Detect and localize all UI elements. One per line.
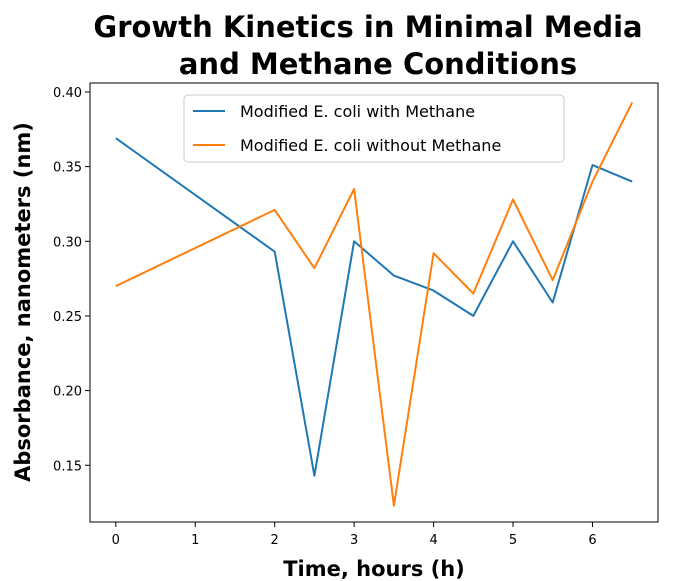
legend-label-with-methane: Modified E. coli with Methane: [240, 102, 475, 121]
series-line-without-methane: [115, 101, 634, 507]
series-layer: [115, 101, 634, 507]
y-tick-label: 0.40: [53, 86, 82, 101]
y-axis-ticks: 0.15 0.20 0.25 0.30 0.35 0.40: [53, 86, 90, 474]
x-tick-label: 0: [112, 533, 120, 548]
x-axis-label: Time, hours (h): [283, 557, 465, 581]
legend-box: [183, 94, 565, 163]
x-tick-label: 1: [191, 533, 199, 548]
legend-label-without-methane: Modified E. coli without Methane: [240, 136, 501, 155]
x-tick-label: 5: [509, 533, 517, 548]
y-tick-label: 0.35: [53, 161, 82, 176]
x-axis-ticks: 0 1 2 3 4 5 6: [112, 522, 597, 548]
x-tick-label: 2: [271, 533, 279, 548]
series-line-with-methane: [115, 137, 633, 477]
chart-title-line-1: Growth Kinetics in Minimal Media: [93, 10, 642, 44]
y-tick-label: 0.25: [53, 310, 82, 325]
x-tick-label: 6: [588, 533, 596, 548]
y-tick-label: 0.30: [53, 235, 82, 250]
plot-frame: [89, 82, 659, 523]
chart-title-line-2: and Methane Conditions: [179, 47, 577, 81]
y-axis-label: Absorbance, nanometers (nm): [11, 122, 35, 482]
chart-title: Growth Kinetics in Minimal Media and Met…: [93, 10, 642, 81]
x-tick-label: 4: [429, 533, 437, 548]
legend: Modified E. coli with Methane Modified E…: [183, 94, 565, 163]
y-tick-label: 0.20: [53, 385, 82, 400]
y-tick-label: 0.15: [53, 459, 82, 474]
x-tick-label: 3: [350, 533, 358, 548]
